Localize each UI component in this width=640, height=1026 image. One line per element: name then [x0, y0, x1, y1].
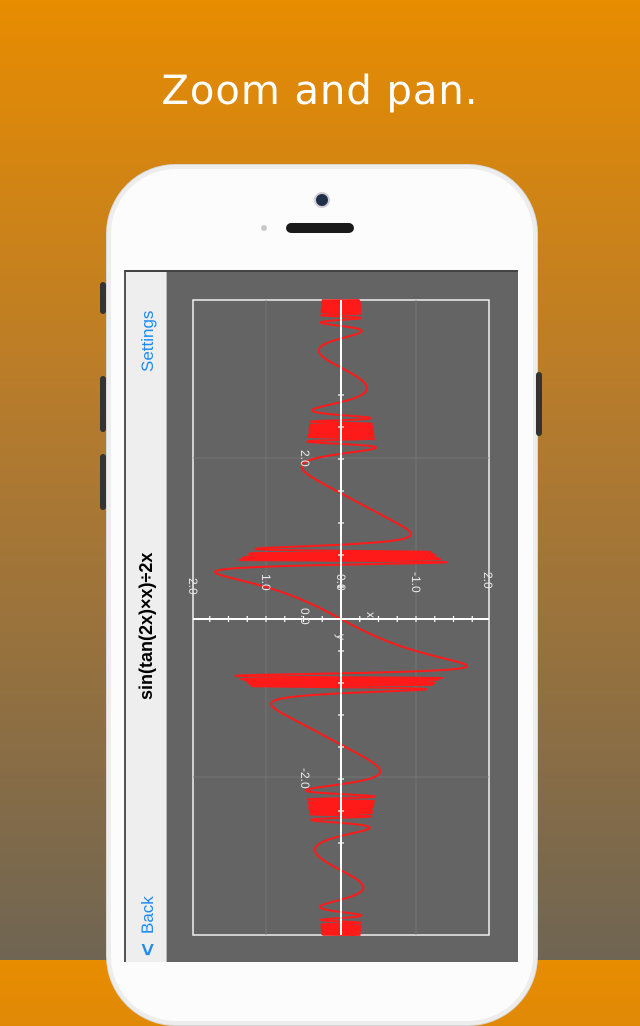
proximity-sensor	[261, 225, 267, 231]
function-curve	[214, 299, 468, 936]
x-tick-label: 1.0	[259, 574, 273, 591]
x-tick-label: 0.0	[334, 574, 348, 591]
axis-ticks	[209, 394, 473, 844]
earpiece-speaker	[286, 223, 354, 233]
mute-switch	[100, 282, 106, 314]
x-tick-label: 2.0	[481, 572, 495, 589]
graph-canvas[interactable]: 2.0 1.0 0.0 -1.0 2.0 2.0 0.0 -2.0 x y	[167, 272, 518, 962]
y-tick-label: 0.0	[298, 608, 312, 625]
power-button	[536, 372, 542, 436]
chevron-left-icon[interactable]: <	[135, 943, 160, 956]
app-screen: Settings sin(tan(2x)×x)÷2x Back < 2.0 1.…	[124, 270, 518, 962]
graph-svg[interactable]: 2.0 1.0 0.0 -1.0 2.0 2.0 0.0 -2.0 x y	[167, 272, 518, 962]
volume-up-button	[100, 376, 106, 432]
x-axis-label: x	[364, 612, 378, 618]
y-axis-label: y	[334, 634, 348, 640]
volume-down-button	[100, 454, 106, 510]
y-tick-label: -2.0	[298, 768, 312, 789]
x-tick-label: 2.0	[186, 578, 200, 595]
headline: Zoom and pan.	[161, 68, 479, 114]
front-camera	[314, 192, 330, 208]
navigation-bar: Settings sin(tan(2x)×x)÷2x Back <	[126, 272, 167, 962]
settings-button[interactable]: Settings	[138, 310, 157, 372]
formula-title: sin(tan(2x)×x)÷2x	[136, 552, 156, 700]
x-tick-label: -1.0	[409, 572, 423, 593]
back-button[interactable]: Back	[138, 896, 157, 934]
y-tick-label: 2.0	[298, 450, 312, 467]
